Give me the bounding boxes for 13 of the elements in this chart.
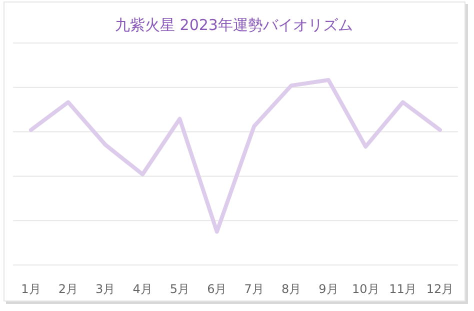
chart-title: 九紫火星 2023年運勢バイオリズム bbox=[115, 16, 353, 34]
x-tick-label: 9月 bbox=[318, 282, 338, 296]
x-tick-label: 11月 bbox=[389, 282, 416, 296]
x-tick-label: 12月 bbox=[426, 282, 454, 296]
x-tick-label: 8月 bbox=[281, 282, 302, 296]
x-tick-label: 1月 bbox=[21, 282, 41, 296]
x-tick-label: 3月 bbox=[96, 282, 116, 296]
x-tick-label: 10月 bbox=[352, 282, 380, 296]
x-tick-label: 4月 bbox=[132, 282, 152, 296]
x-tick-label: 2月 bbox=[58, 282, 78, 296]
x-tick-label: 6月 bbox=[207, 282, 227, 296]
x-tick-label: 7月 bbox=[244, 282, 264, 296]
x-tick-label: 5月 bbox=[170, 282, 190, 296]
